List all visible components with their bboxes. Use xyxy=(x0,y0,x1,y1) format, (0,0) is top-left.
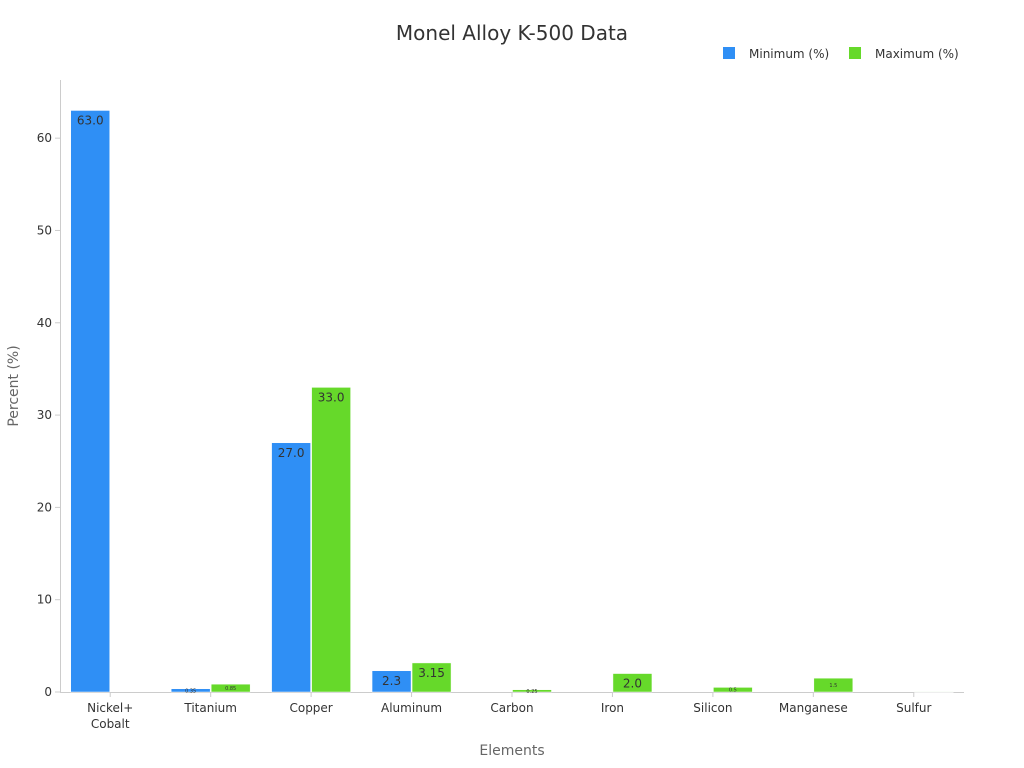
bar-label-maximum-3: 3.15 xyxy=(418,666,445,680)
bar-label-maximum-5: 2.0 xyxy=(623,677,642,691)
x-tick-label-3-0: Aluminum xyxy=(381,701,442,715)
x-tick-label-1-0: Titanium xyxy=(183,701,237,715)
x-tick-label-0-1: Cobalt xyxy=(91,717,130,731)
x-tick-label-4-0: Carbon xyxy=(490,701,533,715)
bar-maximum-4 xyxy=(512,689,552,693)
bar-maximum-6 xyxy=(713,687,753,693)
bar-minimum-3 xyxy=(371,670,412,693)
legend-label-maximum: Maximum (%) xyxy=(875,47,959,61)
bar-maximum-7 xyxy=(813,677,854,693)
bar-label-maximum-1: 0.85 xyxy=(225,686,236,692)
x-ticks: Nickel+ Cobalt Titanium Copper Aluminum Carbo… xyxy=(87,692,932,731)
bar-minimum-2 xyxy=(271,442,311,693)
x-axis-label: Elements xyxy=(479,743,544,759)
y-tick-label-4: 40 xyxy=(37,316,52,330)
chart-title: Monel Alloy K-500 Data xyxy=(396,21,628,45)
x-tick-label-8-0: Sulfur xyxy=(896,701,931,715)
bar-labels: 63.0 0.35 0.85 27.0 33.0 2.3 3.15 0.25 2.0 0.5 1.5 xyxy=(77,113,837,695)
y-tick-label-3: 30 xyxy=(37,408,52,422)
bar-label-maximum-7: 1.5 xyxy=(829,683,837,689)
y-tick-label-2: 20 xyxy=(37,500,52,514)
bar-label-maximum-2: 33.0 xyxy=(318,390,345,404)
y-tick-label-6: 60 xyxy=(37,131,52,145)
bar-maximum-5 xyxy=(612,673,653,693)
bar-label-minimum-3: 2.3 xyxy=(382,674,401,688)
bar-maximum-3 xyxy=(411,662,452,693)
bar-label-minimum-2: 27.0 xyxy=(278,446,305,460)
x-tick-label-2-0: Copper xyxy=(289,701,332,715)
bar-label-minimum-1: 0.35 xyxy=(185,688,196,694)
bar-minimum-0 xyxy=(70,110,110,693)
bar-maximum-8 xyxy=(914,691,954,693)
x-tick-label-0-0: Nickel+ xyxy=(87,701,133,715)
x-tick-label-5-0: Iron xyxy=(601,701,624,715)
y-ticks: 0 10 20 30 40 50 60 xyxy=(37,131,60,699)
y-tick-label-0: 0 xyxy=(44,685,52,699)
bar-label-maximum-4: 0.25 xyxy=(526,689,537,695)
legend: Minimum (%) Maximum (%) xyxy=(723,47,959,61)
bar-maximum-1 xyxy=(210,683,251,693)
x-tick-label-6-0: Silicon xyxy=(693,701,732,715)
y-tick-label-5: 50 xyxy=(37,223,52,237)
bars xyxy=(70,110,954,693)
bar-label-maximum-6: 0.5 xyxy=(729,688,737,694)
bar-maximum-2 xyxy=(311,387,351,693)
y-tick-label-1: 10 xyxy=(37,593,52,607)
legend-swatch-maximum xyxy=(849,47,861,59)
x-tick-label-7-0: Manganese xyxy=(779,701,848,715)
legend-swatch-minimum xyxy=(723,47,735,59)
legend-label-minimum: Minimum (%) xyxy=(749,47,829,61)
y-axis-label: Percent (%) xyxy=(6,345,22,426)
bar-label-minimum-0: 63.0 xyxy=(77,113,104,127)
bar-minimum-1 xyxy=(170,688,211,693)
